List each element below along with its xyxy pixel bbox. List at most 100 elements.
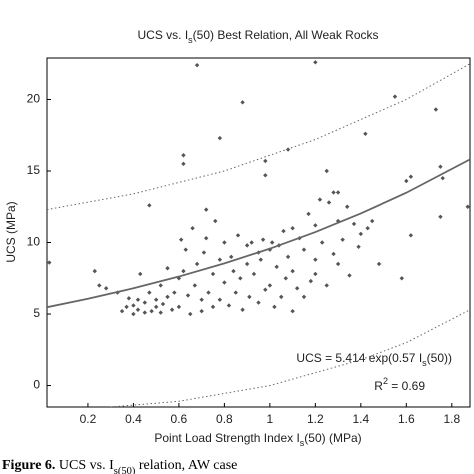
- y-tick-label: 0: [33, 378, 40, 392]
- point: [356, 244, 361, 250]
- caption-part: Figure 6.: [2, 458, 55, 473]
- point: [256, 300, 261, 305]
- point: [399, 276, 404, 281]
- point: [335, 261, 341, 267]
- point: [119, 308, 125, 314]
- y-tick-label: 5: [33, 306, 40, 320]
- point: [92, 268, 97, 274]
- point: [181, 153, 186, 158]
- point: [272, 304, 277, 310]
- chart-title-part: s: [188, 35, 193, 45]
- point: [347, 273, 352, 278]
- point: [283, 276, 288, 281]
- point: [319, 240, 325, 245]
- point: [222, 280, 227, 285]
- equation-part: UCS = 5.414 exp(0.57 I: [296, 351, 422, 365]
- point: [235, 233, 241, 238]
- point: [142, 300, 147, 305]
- point: [178, 237, 184, 242]
- point: [217, 257, 223, 262]
- point: [306, 211, 311, 217]
- y-tick-label: 10: [27, 235, 41, 249]
- point: [142, 310, 147, 315]
- point: [274, 264, 279, 270]
- point: [438, 164, 443, 169]
- point: [240, 100, 245, 105]
- point: [263, 287, 268, 292]
- point: [251, 271, 257, 277]
- curve: [47, 63, 470, 211]
- x-tick-label: 1.6: [398, 412, 415, 426]
- point: [124, 304, 129, 310]
- point: [238, 276, 243, 281]
- point: [149, 308, 154, 314]
- point: [317, 197, 323, 202]
- point: [308, 278, 314, 284]
- point: [153, 304, 159, 310]
- point: [408, 174, 414, 179]
- x-tick-label: 0.6: [171, 412, 188, 426]
- point: [301, 247, 307, 252]
- point: [290, 268, 295, 274]
- point: [290, 308, 295, 314]
- y-axis-label: UCS (MPa): [4, 201, 18, 262]
- x-tick-label: 1.4: [352, 412, 369, 426]
- point: [263, 173, 268, 178]
- x-axis-label-part: s: [300, 438, 305, 448]
- curve: [110, 309, 470, 407]
- point: [183, 247, 188, 252]
- x-tick-label: 1: [267, 412, 274, 426]
- point: [97, 283, 102, 288]
- x-axis-label: Point Load Strength Index Is(50) (MPa): [154, 431, 361, 448]
- chart-title-part: UCS vs. I: [137, 28, 188, 42]
- point: [131, 303, 136, 308]
- point: [370, 218, 375, 224]
- point: [365, 226, 370, 231]
- point: [169, 307, 175, 312]
- point: [279, 294, 284, 300]
- x-axis-label-part: (50) (MPa): [304, 431, 361, 445]
- x-axis-label-part: Point Load Strength Index I: [154, 431, 299, 445]
- point: [351, 221, 357, 227]
- point: [363, 131, 368, 137]
- y-tick-label: 15: [27, 163, 41, 177]
- point: [231, 268, 236, 274]
- point: [126, 296, 132, 301]
- point: [269, 240, 275, 245]
- point: [217, 297, 223, 302]
- y-tick-label: 20: [27, 92, 41, 106]
- point: [301, 294, 307, 300]
- equation-part: (50)): [427, 351, 452, 365]
- x-tick-label: 1.8: [443, 412, 460, 426]
- point: [247, 294, 252, 300]
- point: [210, 271, 216, 277]
- point: [313, 271, 318, 277]
- point: [331, 251, 336, 257]
- point: [203, 236, 209, 241]
- point: [147, 203, 152, 208]
- point: [440, 175, 445, 181]
- point: [199, 297, 204, 302]
- x-tick-label: 0.2: [80, 412, 97, 426]
- point: [263, 158, 268, 164]
- point: [335, 218, 341, 224]
- point: [335, 190, 341, 195]
- point: [185, 293, 191, 298]
- point: [392, 94, 398, 99]
- point: [103, 286, 109, 291]
- point: [181, 268, 186, 274]
- point: [131, 311, 136, 317]
- point: [176, 304, 182, 310]
- point: [240, 307, 245, 312]
- r-squared-part: = 0.69: [388, 379, 425, 393]
- caption: Figure 6. UCS vs. Is(50) relation, AW ca…: [2, 458, 237, 474]
- point: [344, 204, 350, 209]
- point: [433, 107, 439, 112]
- point: [160, 301, 166, 307]
- point: [285, 254, 291, 260]
- point: [244, 243, 250, 248]
- point: [194, 62, 200, 68]
- r-squared-part: R: [374, 379, 383, 393]
- point: [199, 308, 204, 314]
